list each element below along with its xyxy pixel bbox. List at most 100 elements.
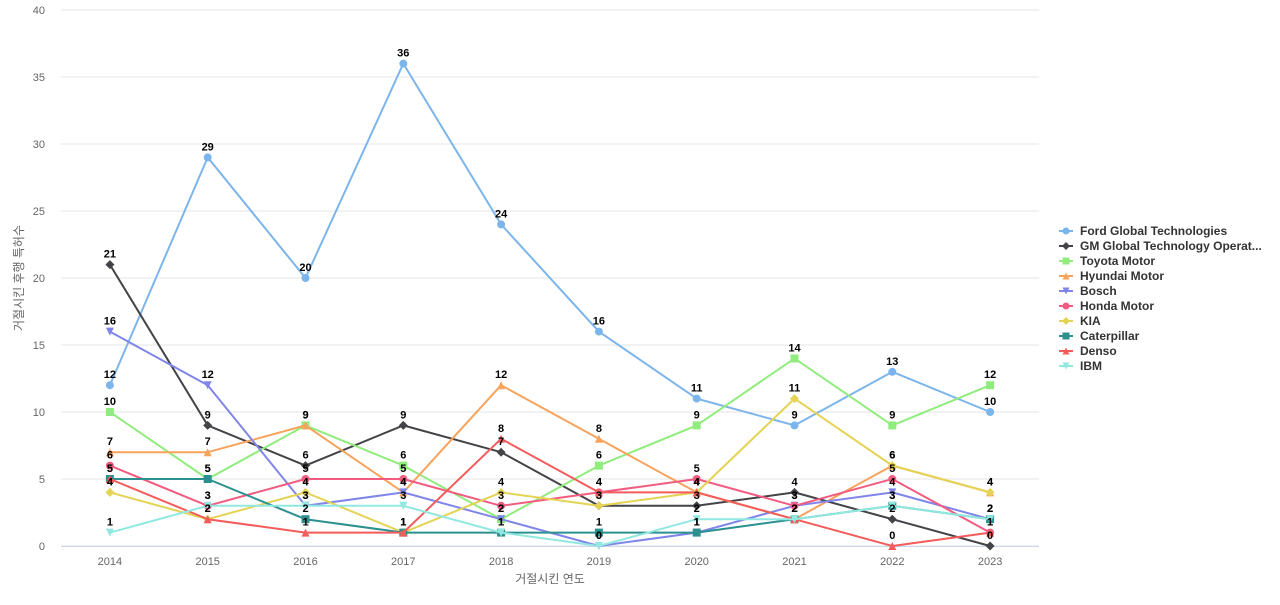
data-point <box>986 528 995 537</box>
data-label: 1 <box>498 517 504 529</box>
x-tick-label: 2019 <box>587 556 611 568</box>
data-label: 3 <box>400 490 406 502</box>
data-label: 1 <box>107 517 113 529</box>
legend-item[interactable]: Caterpillar <box>1059 329 1140 343</box>
legend-item[interactable]: KIA <box>1059 314 1101 328</box>
legend-item[interactable]: GM Global Technology Operat... <box>1059 239 1262 253</box>
legend-label: Bosch <box>1080 284 1117 298</box>
data-point <box>887 461 897 471</box>
data-point <box>203 448 212 457</box>
data-label: 2 <box>791 503 797 515</box>
legend-symbol <box>1062 287 1070 295</box>
x-tick-label: 2015 <box>195 556 219 568</box>
legend-item[interactable]: Honda Motor <box>1059 299 1154 313</box>
series-layer <box>105 59 995 551</box>
legend-item[interactable]: Denso <box>1059 344 1117 358</box>
legend-item[interactable]: Toyota Motor <box>1059 254 1155 268</box>
data-point <box>594 542 603 550</box>
data-point <box>497 528 506 537</box>
data-label: 5 <box>400 463 406 475</box>
data-point <box>203 420 213 430</box>
data-label: 4 <box>107 476 114 488</box>
data-label: 8 <box>596 423 602 435</box>
series-3 <box>105 381 995 524</box>
data-point <box>887 514 897 524</box>
data-point <box>105 461 114 470</box>
data-point <box>986 381 995 390</box>
legend-symbol <box>1062 302 1070 310</box>
data-label: 7 <box>498 436 504 448</box>
data-label: 3 <box>791 490 797 502</box>
data-point <box>203 381 212 390</box>
data-point <box>203 501 212 510</box>
data-label: 1 <box>400 517 406 529</box>
data-label: 4 <box>987 476 994 488</box>
data-point <box>301 421 310 430</box>
y-tick-label: 15 <box>33 340 45 352</box>
data-point <box>203 515 212 524</box>
data-label: 4 <box>400 476 407 488</box>
data-point <box>105 528 114 537</box>
data-point <box>497 220 506 229</box>
data-label: 9 <box>791 409 797 421</box>
data-point <box>692 528 701 537</box>
data-label: 3 <box>302 490 308 502</box>
series-9 <box>105 501 995 550</box>
data-point <box>496 487 506 497</box>
data-label: 4 <box>987 476 994 488</box>
data-point <box>496 447 506 457</box>
data-point <box>301 515 310 524</box>
data-label: 1 <box>302 517 308 529</box>
data-label: 12 <box>984 369 996 381</box>
legend-symbol <box>1062 272 1070 280</box>
legend-item[interactable]: IBM <box>1059 359 1102 373</box>
data-point <box>497 515 506 524</box>
data-point <box>888 475 897 483</box>
data-point <box>399 461 408 470</box>
data-point <box>105 475 114 483</box>
data-point <box>790 421 799 430</box>
data-label: 24 <box>495 208 508 220</box>
data-label: 6 <box>302 450 308 462</box>
data-label: 4 <box>302 476 309 488</box>
data-label: 2 <box>987 503 993 515</box>
data-point <box>594 327 603 336</box>
legend-label: KIA <box>1080 314 1101 328</box>
y-tick-label: 30 <box>33 139 45 151</box>
legend-item[interactable]: Ford Global Technologies <box>1059 224 1227 238</box>
data-point <box>399 475 408 483</box>
data-label: 2 <box>498 503 504 515</box>
data-label: 11 <box>789 383 801 395</box>
data-label: 5 <box>694 463 700 475</box>
legend-symbol <box>1062 257 1070 265</box>
data-point <box>888 367 897 376</box>
legend-item[interactable]: Bosch <box>1059 284 1117 298</box>
series-0 <box>105 59 995 430</box>
data-point <box>105 408 114 416</box>
data-label: 14 <box>788 342 801 354</box>
x-tick-label: 2021 <box>782 556 806 568</box>
data-label: 8 <box>498 423 504 435</box>
data-label: 6 <box>596 450 602 462</box>
data-point <box>105 381 114 390</box>
series-line <box>108 504 992 547</box>
data-label: 5 <box>107 463 113 475</box>
data-label: 20 <box>299 262 311 274</box>
data-label: 2 <box>498 503 504 515</box>
legend-item[interactable]: Hyundai Motor <box>1059 269 1164 283</box>
data-point <box>986 515 995 524</box>
data-label: 3 <box>205 490 211 502</box>
data-label: 29 <box>202 141 214 153</box>
data-point <box>594 434 603 443</box>
x-tick-label: 2020 <box>684 556 708 568</box>
data-label: 1 <box>400 517 406 529</box>
data-point <box>398 420 408 430</box>
data-point <box>105 260 115 270</box>
x-tick-label: 2023 <box>978 556 1002 568</box>
legend-symbol <box>1062 242 1070 250</box>
data-label: 1 <box>694 517 700 529</box>
data-label: 36 <box>397 48 409 60</box>
